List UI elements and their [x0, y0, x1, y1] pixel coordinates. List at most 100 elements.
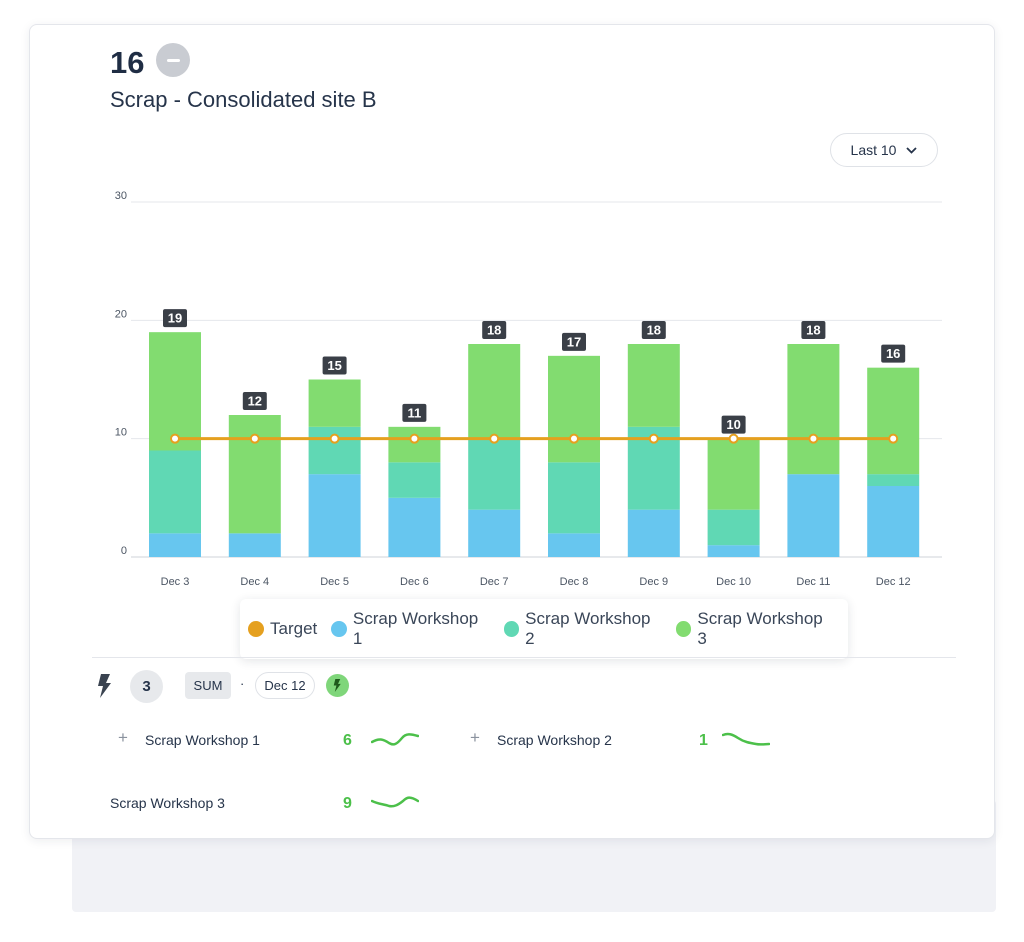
data-label: 18 — [647, 323, 661, 338]
sparkline-workshop-2 — [722, 732, 770, 746]
metric-name-workshop-3: Scrap Workshop 3 — [110, 795, 225, 811]
data-label: 10 — [726, 417, 740, 432]
target-point — [249, 433, 260, 444]
data-label: 15 — [327, 358, 341, 373]
target-point — [888, 433, 899, 444]
page-title: Scrap - Consolidated site B — [110, 87, 377, 112]
y-tick-label: 0 — [121, 545, 127, 557]
target-point — [648, 433, 659, 444]
bar-segment — [627, 509, 680, 557]
kpi-value: 16 — [110, 45, 145, 80]
date-chip[interactable]: Dec 12 — [255, 672, 315, 699]
sparkline-workshop-3 — [371, 796, 419, 808]
metric-value-workshop-3: 9 — [343, 795, 352, 812]
data-label: 18 — [487, 323, 501, 338]
legend-item-workshop-1[interactable]: Scrap Workshop 1 — [331, 609, 489, 649]
legend-swatch-workshop-2 — [503, 621, 520, 637]
bar-segment — [308, 379, 361, 427]
bar-segment — [548, 462, 600, 534]
data-label: 12 — [248, 394, 262, 409]
legend-item-workshop-3[interactable]: Scrap Workshop 3 — [675, 609, 834, 649]
y-tick-label: 20 — [115, 308, 127, 320]
legend-label: Scrap Workshop 1 — [352, 609, 479, 648]
separator: · — [240, 676, 245, 691]
bar-segment — [707, 509, 760, 546]
legend-label: Scrap Workshop 3 — [697, 609, 823, 648]
target-point — [329, 433, 340, 444]
stacked-bar-chart: 0 10 20 30 19 Dec 3 12 Dec 4 15 Dec 5 11 Dec 6 18 Dec… — [115, 190, 942, 588]
data-label-bg — [641, 321, 666, 339]
x-tick-label: Dec 3 — [161, 576, 190, 588]
bar-segment — [548, 533, 600, 557]
legend-item-target[interactable]: Target — [248, 619, 317, 639]
bar-segment — [787, 344, 840, 475]
data-label-bg — [881, 344, 906, 363]
x-tick-label: Dec 5 — [320, 576, 349, 588]
bar-segment — [867, 474, 920, 486]
expand-plus-icon[interactable]: + — [470, 728, 480, 747]
target-point — [170, 433, 180, 444]
target-point — [569, 433, 579, 444]
data-label: 16 — [886, 346, 900, 361]
bar-segment — [787, 474, 840, 557]
metric-name-workshop-1: Scrap Workshop 1 — [145, 732, 260, 748]
x-tick-label: Dec 8 — [560, 576, 589, 588]
legend-label: Scrap Workshop 2 — [525, 609, 651, 648]
bar-segment — [388, 497, 441, 557]
target-point — [489, 433, 500, 444]
data-label-bg — [163, 309, 187, 328]
data-label-bg — [801, 321, 826, 339]
minus-icon[interactable] — [156, 43, 190, 77]
aggregation-chip[interactable]: SUM — [185, 672, 231, 699]
count-badge[interactable]: 3 — [130, 670, 163, 703]
legend-swatch-target — [248, 621, 264, 637]
target-point — [808, 433, 819, 444]
x-tick-label: Dec 10 — [716, 576, 751, 588]
data-label: 19 — [168, 311, 182, 326]
bar-segment — [149, 450, 201, 534]
bolt-icon — [98, 674, 111, 698]
bar-segment — [867, 367, 920, 475]
legend-swatch-workshop-1 — [331, 621, 347, 637]
bar-segment — [707, 438, 760, 510]
bar-segment — [388, 462, 441, 498]
bar-segment — [308, 474, 361, 557]
chart-legend: Target Scrap Workshop 1 Scrap Workshop 2… — [240, 599, 848, 659]
data-label: 17 — [567, 334, 581, 349]
x-tick-label: Dec 9 — [639, 576, 668, 588]
metric-value-workshop-2: 1 — [699, 732, 708, 749]
metric-value-workshop-1: 6 — [343, 732, 352, 749]
data-label-bg — [402, 403, 427, 422]
legend-swatch-workshop-3 — [675, 621, 692, 637]
y-tick-label: 30 — [115, 190, 127, 202]
legend-item-workshop-2[interactable]: Scrap Workshop 2 — [503, 609, 662, 649]
data-label-bg — [721, 415, 746, 434]
range-select-label: Last 10 — [850, 142, 897, 158]
bar-segment — [149, 533, 201, 557]
bar-segment — [867, 486, 920, 557]
metric-name-workshop-2: Scrap Workshop 2 — [497, 732, 612, 748]
run-button[interactable] — [326, 674, 349, 697]
bar-segment — [388, 426, 441, 463]
bar-segment — [468, 438, 521, 510]
sparkline-workshop-1 — [371, 733, 419, 746]
x-tick-label: Dec 11 — [796, 576, 830, 588]
range-select[interactable]: Last 10 — [830, 133, 938, 167]
x-tick-label: Dec 12 — [876, 576, 911, 588]
bar-segment — [228, 415, 281, 534]
bar-segment — [468, 344, 521, 439]
bar-segment — [548, 355, 600, 463]
bar-segment — [228, 533, 281, 557]
y-tick-label: 10 — [115, 427, 127, 439]
kpi-card: 16 Scrap - Consolidated site B Last 10 0… — [29, 24, 995, 839]
chevron-down-icon — [906, 146, 918, 154]
bar-segment — [468, 509, 521, 557]
expand-plus-icon[interactable]: + — [118, 728, 128, 747]
divider — [92, 657, 956, 658]
bar-segment — [707, 545, 760, 557]
data-label-bg — [562, 332, 586, 351]
x-tick-label: Dec 6 — [400, 576, 429, 588]
data-label: 18 — [806, 323, 820, 338]
legend-label: Target — [270, 619, 318, 638]
x-tick-label: Dec 4 — [240, 576, 269, 588]
